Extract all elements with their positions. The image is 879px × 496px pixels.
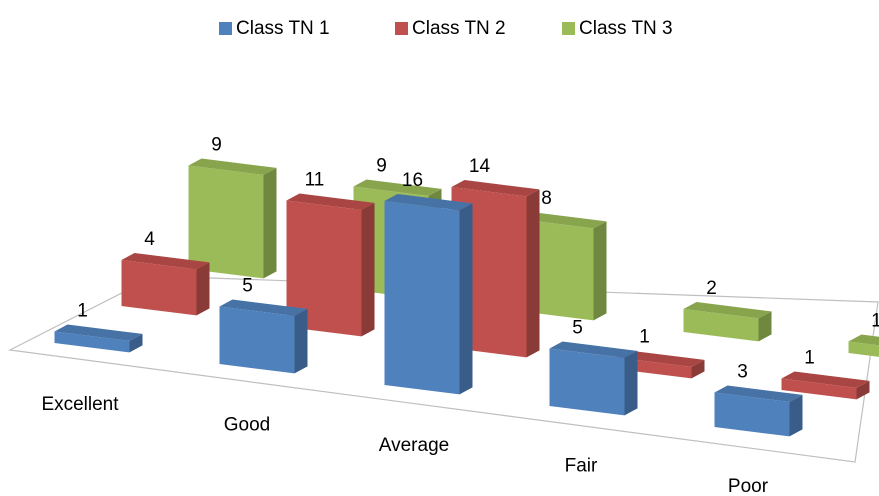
- bar-top: [683, 302, 772, 319]
- bar: [714, 385, 803, 437]
- bar: [848, 334, 879, 357]
- bar: [384, 194, 473, 395]
- bar-top: [219, 299, 308, 316]
- bar-side: [263, 167, 277, 279]
- bar-side: [129, 333, 143, 353]
- bar-front: [549, 348, 625, 416]
- bar-top: [121, 253, 210, 270]
- data-label: 1: [804, 348, 815, 369]
- data-label: 16: [402, 170, 423, 191]
- bar: [54, 324, 143, 353]
- data-label: 11: [305, 170, 325, 191]
- data-label: 9: [376, 156, 387, 177]
- bar-side: [789, 394, 803, 437]
- bar: [188, 158, 277, 279]
- category-label: Average: [379, 435, 449, 456]
- bar-front: [384, 201, 460, 395]
- bar-side: [196, 262, 210, 316]
- bar-side: [691, 359, 705, 379]
- category-label: Fair: [565, 456, 598, 477]
- category-label: Excellent: [41, 394, 119, 415]
- data-label: 1: [77, 301, 88, 322]
- legend-label: Class TN 2: [412, 18, 506, 39]
- data-label: 9: [211, 135, 222, 156]
- legend-swatch: [219, 22, 232, 35]
- bar: [219, 299, 308, 374]
- data-label: 1: [639, 327, 650, 348]
- bar: [286, 193, 375, 337]
- data-label: 2: [706, 278, 717, 299]
- bar-top: [286, 193, 375, 210]
- bar-top: [384, 194, 473, 211]
- bar-top: [188, 158, 277, 175]
- bar-front: [683, 309, 759, 342]
- bar: [683, 302, 772, 342]
- bar-front: [714, 392, 790, 437]
- bar-top: [714, 385, 803, 402]
- bar-side: [459, 203, 473, 395]
- bar-side: [856, 380, 870, 400]
- bar-side: [526, 189, 540, 358]
- bar-side: [361, 202, 375, 337]
- bar-top: [54, 324, 143, 341]
- bar: [781, 371, 870, 400]
- category-label: Good: [224, 415, 270, 436]
- bar-front: [286, 200, 362, 337]
- legend-label: Class TN 3: [579, 18, 673, 39]
- legend-label: Class TN 1: [236, 18, 330, 39]
- bar-top: [353, 179, 442, 196]
- floor: [8, 275, 879, 463]
- data-label: 1: [871, 311, 879, 332]
- bar-front: [188, 165, 264, 279]
- data-label: 3: [737, 362, 748, 383]
- bar-side: [593, 221, 607, 321]
- bar-side: [758, 311, 772, 342]
- data-label: 5: [242, 276, 253, 297]
- bar-top: [451, 180, 540, 197]
- bar: [549, 341, 638, 416]
- bar-front: [219, 306, 295, 374]
- bar-side: [294, 308, 308, 374]
- bar: [121, 253, 210, 316]
- bar-front: [121, 260, 197, 316]
- bar-top: [616, 350, 705, 367]
- data-label: 4: [144, 229, 155, 250]
- bar-top: [549, 341, 638, 358]
- bar-front: [54, 331, 130, 353]
- data-label: 5: [572, 318, 583, 339]
- data-label: 14: [469, 156, 491, 177]
- bar-top: [518, 212, 607, 229]
- bar-top: [848, 334, 879, 346]
- legend-swatch: [562, 22, 575, 35]
- bar-side: [624, 350, 638, 416]
- legend-swatch: [395, 22, 408, 35]
- bar-front: [848, 341, 879, 357]
- category-label: Poor: [728, 476, 769, 496]
- bar-top: [781, 371, 870, 388]
- bar-front: [781, 378, 857, 400]
- data-label: 8: [541, 188, 552, 209]
